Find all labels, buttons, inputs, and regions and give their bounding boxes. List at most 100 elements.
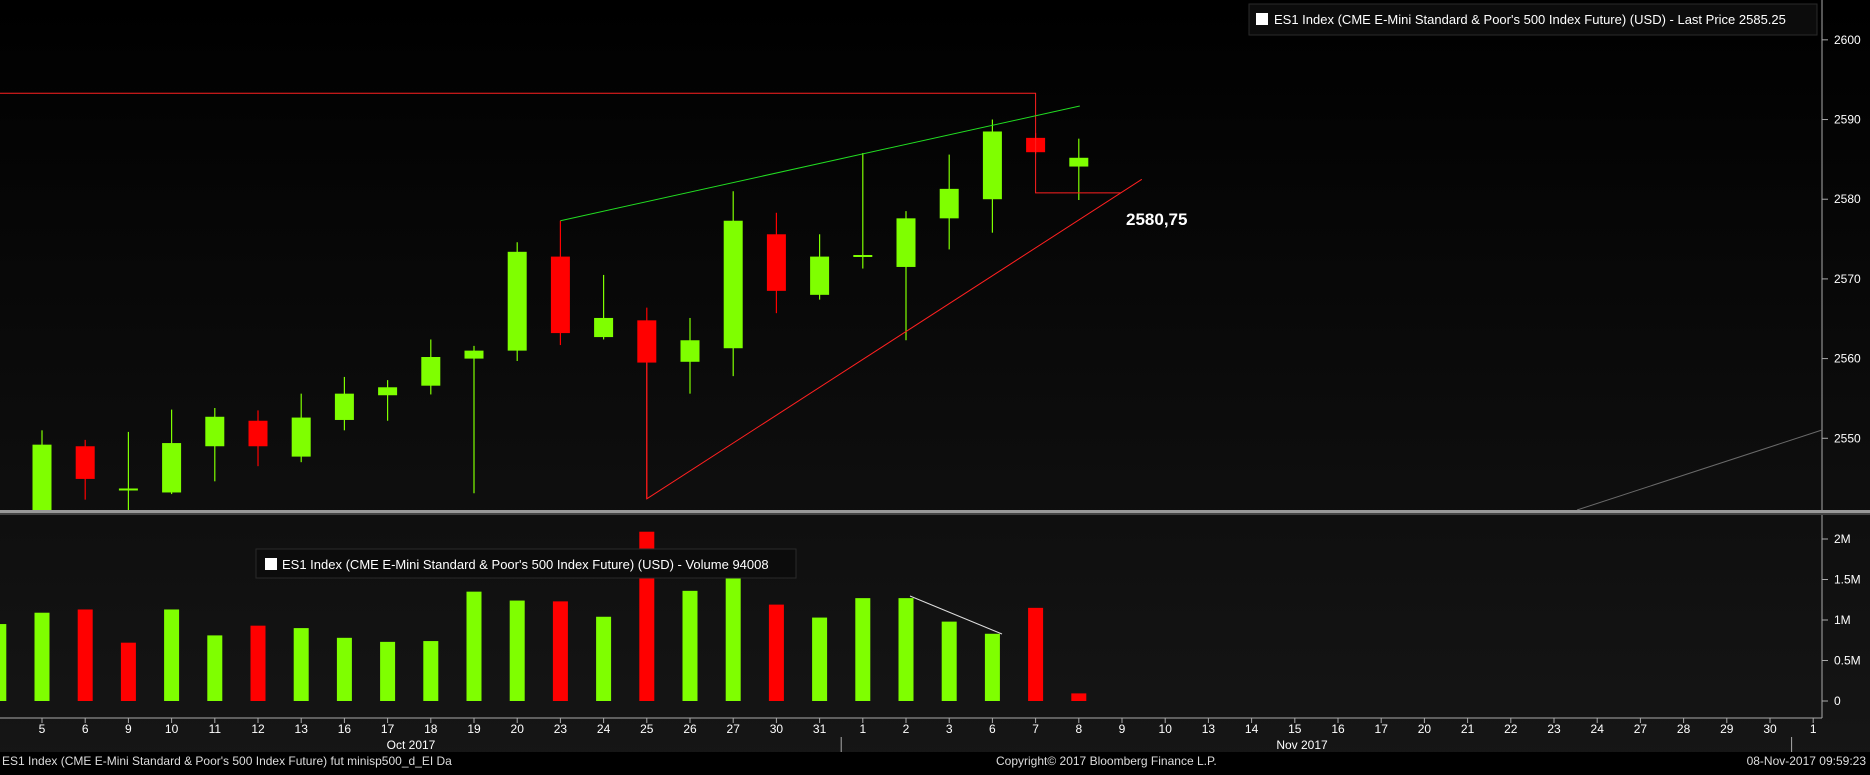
month-label: Oct 2017 [387,738,436,752]
candle-body [810,256,830,295]
candle-body [1069,157,1089,167]
candle-body [248,420,268,447]
date-tick-label: 28 [1677,722,1691,736]
date-tick-label: 6 [989,722,996,736]
volume-bar [984,633,1000,701]
date-tick-label: 13 [295,722,309,736]
date-tick-label: 27 [727,722,741,736]
date-tick-label: 19 [467,722,481,736]
date-tick-label: 23 [554,722,568,736]
price-legend: ES1 Index (CME E-Mini Standard & Poor's … [1248,3,1818,36]
candle-body [550,256,570,334]
volume-bar [725,575,741,701]
candle-body [637,320,657,363]
volume-bar [466,591,482,701]
candle-body [118,488,138,491]
volume-bar [1028,607,1044,701]
volume-bar [380,641,396,701]
volume-tick-label: 1.5M [1834,573,1861,587]
date-tick-label: 24 [597,722,611,736]
date-tick-label: 3 [946,722,953,736]
volume-bar [77,609,93,701]
date-tick-label: 27 [1634,722,1648,736]
volume-bar [423,641,439,701]
volume-legend-text: ES1 Index (CME E-Mini Standard & Poor's … [282,557,769,572]
candle-body [766,234,786,291]
date-tick-label: 9 [125,722,132,736]
price-axis: 2550 2560 2570 2580 2590 2600 [1821,0,1861,510]
volume-bar [0,624,7,701]
candle-body [507,251,527,351]
footer-bar: ES1 Index (CME E-Mini Standard & Poor's … [0,752,1870,770]
volume-bar [768,604,784,701]
candle-body [334,393,354,420]
candle-body [982,131,1002,200]
price-tick-label: 2560 [1834,352,1861,366]
price-tick-label: 2600 [1834,33,1861,47]
candle-body [291,417,311,457]
volume-bar [207,635,223,701]
candle-body [896,218,916,267]
date-tick-label: 12 [251,722,265,736]
volume-bar [812,617,828,701]
volume-tick-label: 2M [1834,532,1851,546]
legend-swatch [265,558,277,570]
volume-bar [509,600,525,701]
volume-bar [1071,693,1087,701]
resistance-line [0,92,1121,194]
date-tick-label: 10 [1159,722,1173,736]
date-tick-label: 23 [1547,722,1561,736]
volume-bar [941,621,957,701]
date-tick-label: 1 [1810,722,1817,736]
price-annotation: 2580,75 [1126,210,1187,229]
candle-body [723,220,743,349]
price-tick-label: 2580 [1834,192,1861,206]
legend-swatch [1256,13,1268,25]
volume-bar [898,598,914,701]
volume-bar [293,628,309,701]
date-tick-label: 15 [1288,722,1302,736]
date-tick-label: 25 [640,722,654,736]
volume-panel: 0 0.5M 1M 1.5M 2M ES1 Index (CME E-Mini Stan… [0,515,1861,718]
upper-trend-line [560,105,1080,222]
footer-copyright: Copyright© 2017 Bloomberg Finance L.P. [996,754,1217,768]
candle-body [32,444,52,510]
date-tick-label: 6 [82,722,89,736]
footer-timestamp: 08-Nov-2017 09:59:23 [1746,754,1866,768]
candle-body [75,446,95,479]
date-tick-label: 9 [1119,722,1126,736]
volume-tick-label: 1M [1834,613,1851,627]
candle-body [594,317,614,338]
date-tick-label: 20 [1418,722,1432,736]
month-label: Nov 2017 [1276,738,1328,752]
date-tick-label: 17 [381,722,395,736]
date-tick-label: 22 [1504,722,1518,736]
date-tick-label: 18 [424,722,438,736]
volume-legend: ES1 Index (CME E-Mini Standard & Poor's … [255,548,797,579]
date-tick-label: 21 [1461,722,1475,736]
volume-bar [855,598,871,701]
candle-body [162,443,182,493]
gray-trend-line [1576,429,1823,511]
date-tick-label: 29 [1720,722,1734,736]
candle-body [421,357,441,386]
date-tick-label: 20 [511,722,525,736]
candle-body [939,188,959,219]
volume-tick-label: 0.5M [1834,654,1861,668]
candle-body [853,255,873,257]
price-tick-label: 2550 [1834,431,1861,445]
date-tick-label: 11 [209,722,222,736]
candle-body [205,416,225,447]
date-tick-label: 31 [813,722,827,736]
candle-body [464,350,484,359]
date-tick-label: 16 [338,722,352,736]
date-tick-label: 2 [903,722,910,736]
date-axis: 5 6 9 10 11 12 13 16 17 18 19 20 23 24 25 26 27 30 31 1 2 3 6 7… [0,717,1822,753]
volume-bar [682,590,698,701]
candle-body [680,340,700,362]
date-tick-label: 5 [39,722,46,736]
date-tick-label: 14 [1245,722,1259,736]
date-tick-label: 10 [165,722,179,736]
